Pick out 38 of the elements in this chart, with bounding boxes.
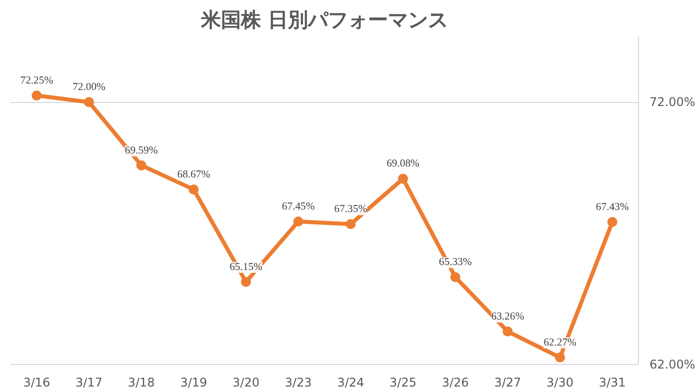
x-tick-label: 3/16 (23, 376, 50, 390)
data-label: 67.45% (282, 201, 315, 212)
data-label: 65.15% (230, 262, 263, 273)
point (346, 219, 356, 230)
x-tick-label: 3/25 (390, 376, 416, 390)
x-tick-label: 3/19 (180, 376, 208, 390)
data-label: 65.33% (438, 257, 472, 268)
point (555, 352, 565, 362)
point (84, 97, 94, 108)
point (502, 326, 513, 336)
data-label: 67.43% (596, 202, 629, 214)
data-label: 72.00% (72, 82, 106, 94)
data-label: 67.35% (334, 204, 368, 216)
data-label: 72.25% (20, 76, 54, 87)
x-tick-label: 3/24 (337, 376, 364, 390)
y-tick-label: 62.00% (650, 358, 696, 372)
point (188, 184, 199, 194)
x-tick-label: 3/18 (128, 376, 155, 390)
point (293, 216, 304, 226)
data-label: 62.27% (544, 337, 577, 348)
point (241, 276, 251, 287)
x-tick-label: 3/30 (546, 376, 574, 390)
point (607, 217, 618, 228)
x-tick-label: 3/27 (494, 376, 522, 390)
x-tick-label: 3/23 (284, 376, 312, 390)
chart-title: 米国株 日別パフォーマンス (200, 8, 448, 32)
point (450, 272, 460, 282)
x-tick-label: 3/26 (442, 376, 469, 390)
point (32, 90, 42, 101)
data-label: 68.67% (177, 169, 210, 180)
x-tick-label: 3/20 (232, 376, 260, 390)
point (136, 160, 146, 170)
x-tick-label: 3/31 (598, 376, 626, 390)
data-label: 63.26% (491, 311, 524, 322)
data-label: 69.08% (386, 158, 420, 170)
x-tick-label: 3/17 (76, 376, 102, 390)
point (398, 174, 408, 184)
data-label: 69.59% (124, 145, 158, 156)
